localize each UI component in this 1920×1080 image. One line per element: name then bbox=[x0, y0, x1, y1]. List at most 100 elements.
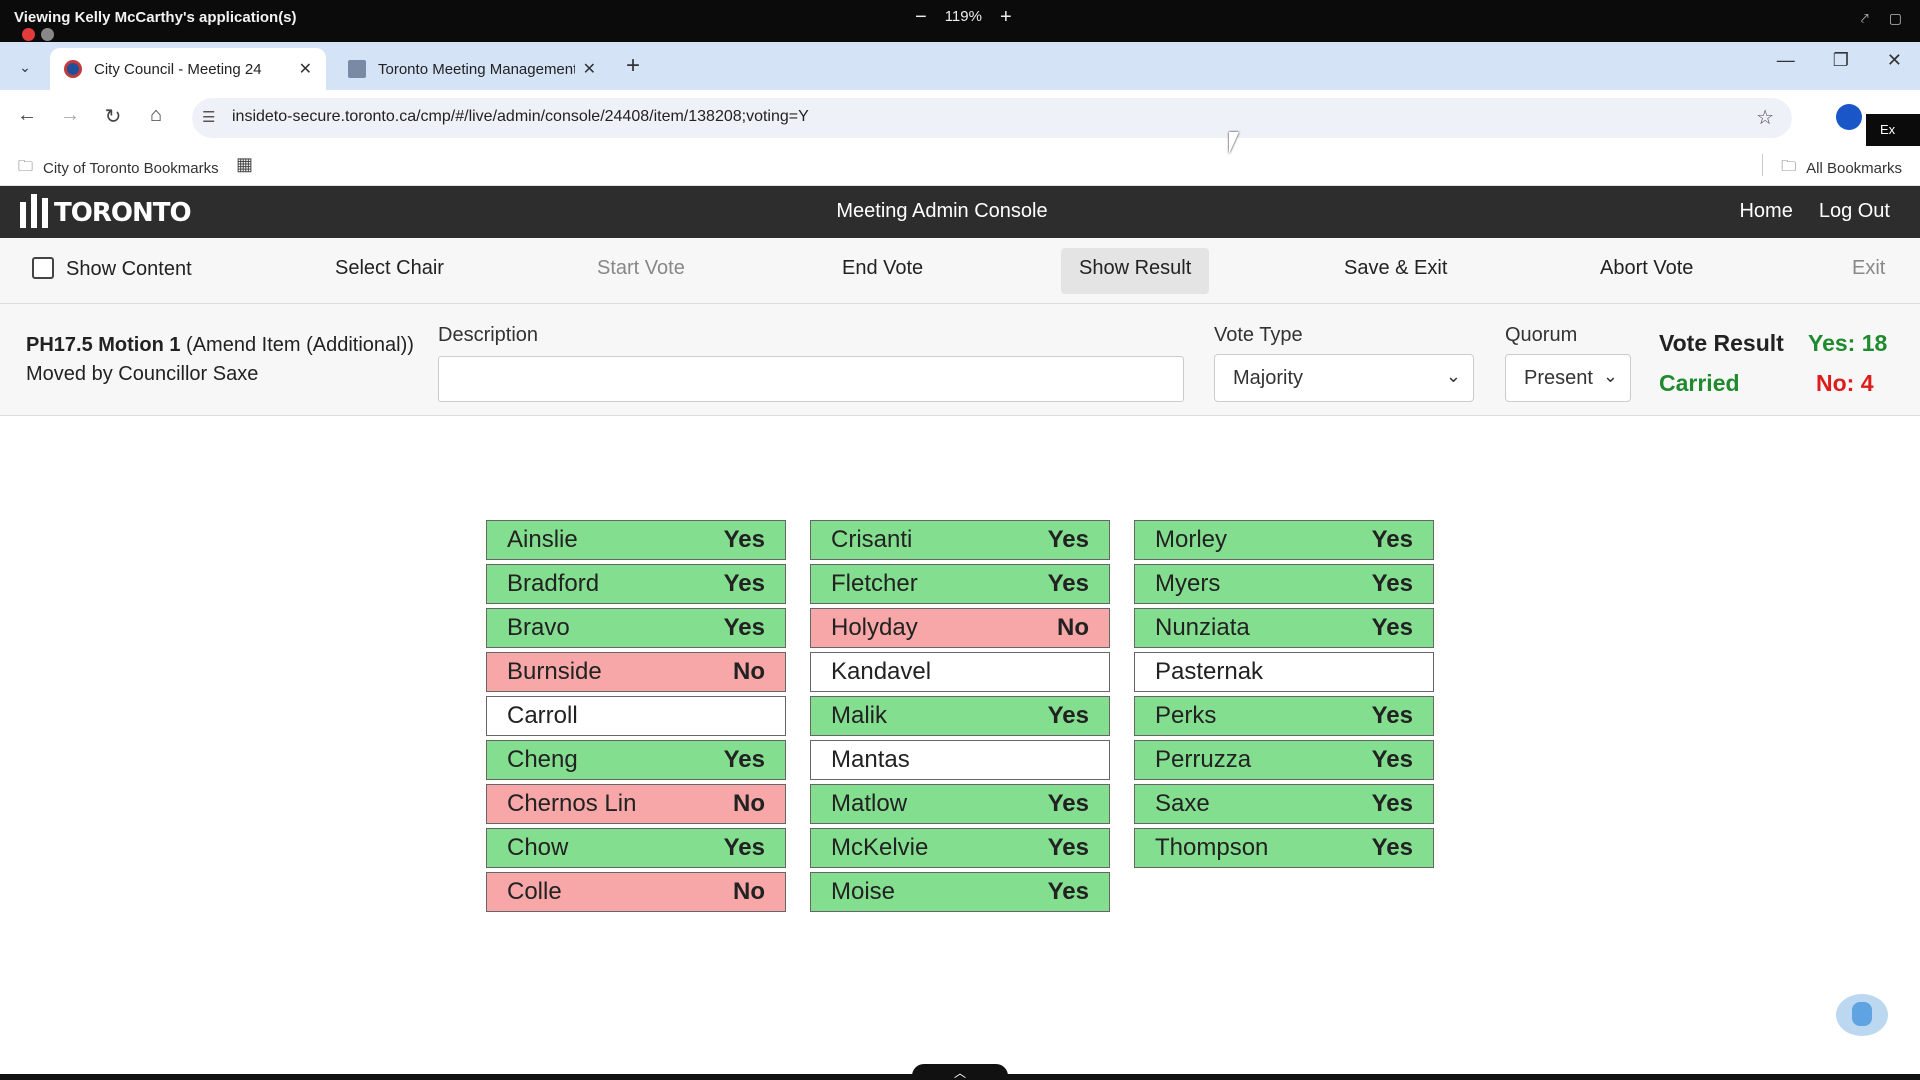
council-member-chernos-lin[interactable]: Chernos Lin No bbox=[486, 784, 786, 824]
council-member-matlow[interactable]: Matlow Yes bbox=[810, 784, 1110, 824]
city-hall-logo-icon bbox=[20, 194, 48, 228]
motion-mover: Moved by Councillor Saxe bbox=[26, 363, 259, 385]
member-name: Kandavel bbox=[831, 658, 932, 685]
member-vote: Yes bbox=[1371, 614, 1413, 641]
all-bookmarks-button[interactable]: 🗀 All Bookmarks bbox=[1781, 156, 1902, 181]
council-member-saxe[interactable]: Saxe Yes bbox=[1134, 784, 1434, 824]
member-name: Malik bbox=[831, 702, 888, 729]
tab-label: Toronto Meeting Management bbox=[378, 60, 575, 78]
restore-icon[interactable]: ❐ bbox=[1832, 50, 1849, 70]
member-name: Perruzza bbox=[1155, 746, 1252, 773]
city-favicon-icon bbox=[64, 60, 82, 78]
council-member-crisanti[interactable]: Crisanti Yes bbox=[810, 520, 1110, 560]
vote-action-bar: Show Content Select Chair Start Vote End… bbox=[0, 238, 1920, 304]
member-name: Nunziata bbox=[1155, 614, 1250, 641]
council-member-ainslie[interactable]: Ainslie Yes bbox=[486, 520, 786, 560]
member-vote: Yes bbox=[1047, 834, 1089, 861]
folder-icon: 🗀 bbox=[1781, 158, 1797, 175]
floating-assistant-icon[interactable] bbox=[1836, 994, 1888, 1036]
motion-info-row: PH17.5 Motion 1 (Amend Item (Additional)… bbox=[0, 304, 1920, 416]
member-name: Crisanti bbox=[831, 526, 913, 553]
show-content-checkbox[interactable] bbox=[32, 257, 54, 279]
pin-icon[interactable]: ⤤ bbox=[1860, 10, 1869, 26]
expand-panel-chevron-up-icon[interactable]: ︿ bbox=[912, 1064, 1008, 1080]
council-member-mckelvie[interactable]: McKelvie Yes bbox=[810, 828, 1110, 868]
member-vote: Yes bbox=[1047, 790, 1089, 817]
end-vote-button[interactable]: End Vote bbox=[842, 257, 924, 279]
record-icon[interactable] bbox=[22, 28, 35, 41]
exit-button[interactable]: Exit bbox=[1852, 257, 1886, 279]
zoom-in-button[interactable]: + bbox=[999, 5, 1012, 28]
quorum-select[interactable]: Present ⌄ bbox=[1505, 354, 1631, 402]
url-text[interactable]: insideto-secure.toronto.ca/cmp/#/live/ad… bbox=[232, 108, 809, 125]
reload-icon[interactable]: ↻ bbox=[104, 106, 122, 128]
council-member-carroll[interactable]: Carroll bbox=[486, 696, 786, 736]
start-vote-button[interactable]: Start Vote bbox=[597, 257, 685, 279]
council-member-holyday[interactable]: Holyday No bbox=[810, 608, 1110, 648]
vote-type-select[interactable]: Majority ⌄ bbox=[1214, 354, 1474, 402]
close-tab-icon[interactable]: ✕ bbox=[582, 61, 596, 78]
address-bar[interactable]: ☰ insideto-secure.toronto.ca/cmp/#/live/… bbox=[192, 98, 1792, 138]
settings-dot-icon[interactable] bbox=[41, 28, 54, 41]
vote-result-status: Carried bbox=[1659, 370, 1740, 396]
member-vote: Yes bbox=[1371, 570, 1413, 597]
logout-link[interactable]: Log Out bbox=[1818, 200, 1890, 222]
council-member-perks[interactable]: Perks Yes bbox=[1134, 696, 1434, 736]
council-member-fletcher[interactable]: Fletcher Yes bbox=[810, 564, 1110, 604]
chevron-down-icon: ⌄ bbox=[1445, 366, 1461, 386]
council-member-perruzza[interactable]: Perruzza Yes bbox=[1134, 740, 1434, 780]
description-input[interactable] bbox=[438, 356, 1184, 402]
council-member-cheng[interactable]: Cheng Yes bbox=[486, 740, 786, 780]
council-member-thompson[interactable]: Thompson Yes bbox=[1134, 828, 1434, 868]
council-member-bradford[interactable]: Bradford Yes bbox=[486, 564, 786, 604]
home-icon[interactable]: ⌂ bbox=[149, 104, 163, 126]
tab-meeting-management[interactable]: Toronto Meeting Management ✕ bbox=[334, 48, 610, 90]
council-member-morley[interactable]: Morley Yes bbox=[1134, 520, 1434, 560]
council-member-colle[interactable]: Colle No bbox=[486, 872, 786, 912]
forward-icon[interactable]: → bbox=[60, 104, 80, 126]
council-member-pasternak[interactable]: Pasternak bbox=[1134, 652, 1434, 692]
app-header: TORONTO Meeting Admin Console Home Log O… bbox=[0, 186, 1920, 238]
council-member-moise[interactable]: Moise Yes bbox=[810, 872, 1110, 912]
profile-avatar-icon[interactable] bbox=[1836, 104, 1862, 130]
browser-toolbar: ← → ↻ ⌂ ☰ insideto-secure.toronto.ca/cmp… bbox=[0, 90, 1920, 146]
bookmark-star-icon[interactable]: ☆ bbox=[1756, 107, 1774, 129]
council-member-nunziata[interactable]: Nunziata Yes bbox=[1134, 608, 1434, 648]
council-member-burnside[interactable]: Burnside No bbox=[486, 652, 786, 692]
minimize-icon[interactable]: — bbox=[1776, 50, 1795, 70]
apps-grid-icon[interactable]: ▦ bbox=[236, 154, 254, 174]
close-tab-icon[interactable]: ✕ bbox=[298, 61, 312, 78]
member-name: Fletcher bbox=[831, 570, 918, 597]
mouse-cursor-icon bbox=[1229, 132, 1247, 154]
toronto-logo[interactable]: TORONTO bbox=[20, 194, 192, 228]
zoom-out-button[interactable]: − bbox=[915, 5, 927, 28]
site-info-icon[interactable]: ☰ bbox=[202, 109, 216, 126]
council-member-bravo[interactable]: Bravo Yes bbox=[486, 608, 786, 648]
home-link[interactable]: Home bbox=[1739, 200, 1793, 222]
show-result-button[interactable]: Show Result bbox=[1061, 248, 1210, 294]
bookmark-city-of-toronto[interactable]: 🗀 City of Toronto Bookmarks bbox=[18, 156, 219, 181]
bookmark-folder-icon: 🗀 bbox=[18, 158, 34, 175]
new-tab-icon[interactable]: + bbox=[626, 52, 641, 79]
abort-vote-button[interactable]: Abort Vote bbox=[1600, 257, 1694, 279]
select-chair-button[interactable]: Select Chair bbox=[335, 257, 444, 279]
council-member-kandavel[interactable]: Kandavel bbox=[810, 652, 1110, 692]
council-member-malik[interactable]: Malik Yes bbox=[810, 696, 1110, 736]
back-icon[interactable]: ← bbox=[17, 104, 37, 126]
member-name: Colle bbox=[507, 878, 562, 905]
member-name: Morley bbox=[1155, 526, 1228, 553]
member-name: Saxe bbox=[1155, 790, 1210, 817]
member-name: Matlow bbox=[831, 790, 908, 817]
council-member-myers[interactable]: Myers Yes bbox=[1134, 564, 1434, 604]
member-vote: Yes bbox=[1371, 834, 1413, 861]
council-member-mantas[interactable]: Mantas bbox=[810, 740, 1110, 780]
council-member-chow[interactable]: Chow Yes bbox=[486, 828, 786, 868]
zoom-level: 119% bbox=[944, 8, 982, 25]
save-exit-button[interactable]: Save & Exit bbox=[1344, 257, 1448, 279]
remote-toolbar-chip[interactable]: Ex bbox=[1866, 114, 1920, 148]
show-content-toggle[interactable]: Show Content bbox=[32, 257, 192, 281]
tab-city-council[interactable]: City Council - Meeting 24 ✕ bbox=[50, 48, 326, 90]
chat-icon[interactable]: ▢ bbox=[1888, 10, 1902, 26]
tab-search-button[interactable]: ⌄ bbox=[19, 59, 31, 75]
close-window-icon[interactable]: ✕ bbox=[1886, 50, 1902, 70]
